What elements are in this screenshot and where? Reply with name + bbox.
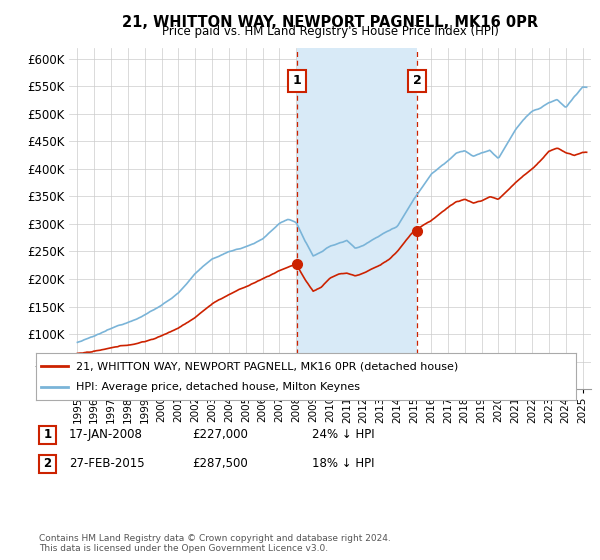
Text: HPI: Average price, detached house, Milton Keynes: HPI: Average price, detached house, Milt… — [77, 382, 361, 392]
Text: 18% ↓ HPI: 18% ↓ HPI — [312, 457, 374, 470]
Text: 21, WHITTON WAY, NEWPORT PAGNELL, MK16 0PR: 21, WHITTON WAY, NEWPORT PAGNELL, MK16 0… — [122, 15, 538, 30]
Bar — [297, 48, 417, 389]
Text: 27-FEB-2015: 27-FEB-2015 — [69, 457, 145, 470]
Text: 2: 2 — [43, 457, 52, 470]
Text: 2: 2 — [413, 74, 421, 87]
Text: £287,500: £287,500 — [192, 457, 248, 470]
Text: Price paid vs. HM Land Registry's House Price Index (HPI): Price paid vs. HM Land Registry's House … — [161, 25, 499, 38]
Text: 1: 1 — [43, 428, 52, 441]
Text: 17-JAN-2008: 17-JAN-2008 — [69, 428, 143, 441]
Text: £227,000: £227,000 — [192, 428, 248, 441]
Text: 24% ↓ HPI: 24% ↓ HPI — [312, 428, 374, 441]
Text: 1: 1 — [293, 74, 302, 87]
Text: 21, WHITTON WAY, NEWPORT PAGNELL, MK16 0PR (detached house): 21, WHITTON WAY, NEWPORT PAGNELL, MK16 0… — [77, 361, 459, 371]
Text: Contains HM Land Registry data © Crown copyright and database right 2024.
This d: Contains HM Land Registry data © Crown c… — [39, 534, 391, 553]
